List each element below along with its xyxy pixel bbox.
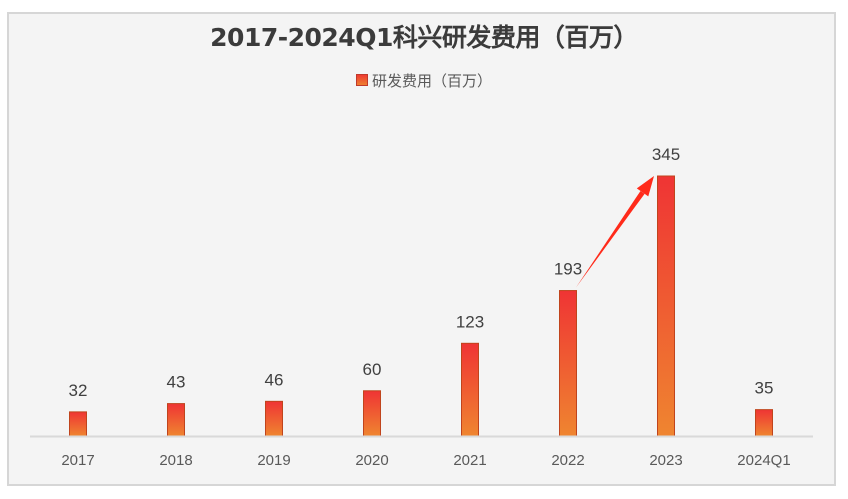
arrow-shaft	[576, 190, 645, 288]
x-tick-label-2020: 2020	[355, 452, 388, 469]
x-tick-label-2023: 2023	[649, 452, 682, 469]
chart-legend: 研发费用（百万）	[0, 70, 848, 91]
arrow-head	[636, 176, 654, 197]
bar-2021	[461, 342, 479, 437]
data-label-2018: 43	[167, 373, 186, 392]
x-tick-label-2022: 2022	[551, 452, 584, 469]
bar-2022	[559, 290, 577, 437]
x-tick-label-2021: 2021	[453, 452, 486, 469]
data-label-2021: 123	[456, 312, 484, 331]
bar-2017	[69, 411, 87, 437]
x-tick-label-2019: 2019	[257, 452, 290, 469]
chart-panel	[7, 12, 836, 486]
bar-2020	[363, 390, 381, 437]
bar-2019	[265, 400, 283, 437]
x-tick-label-2024Q1: 2024Q1	[737, 452, 790, 469]
bar-2024Q1	[755, 409, 773, 437]
data-label-2017: 32	[69, 381, 88, 400]
data-label-2019: 46	[265, 370, 284, 389]
data-label-2022: 193	[554, 260, 582, 279]
bar-2023	[657, 175, 675, 437]
data-label-2023: 345	[652, 145, 680, 164]
data-label-2020: 60	[363, 360, 382, 379]
x-tick-label-2017: 2017	[61, 452, 94, 469]
legend-label: 研发费用（百万）	[371, 72, 492, 90]
chart-title: 2017-2024Q1科兴研发费用（百万）	[210, 23, 638, 52]
bar-2018	[167, 403, 185, 437]
data-label-2024Q1: 35	[755, 379, 774, 398]
x-tick-label-2018: 2018	[159, 452, 192, 469]
legend-swatch	[355, 73, 368, 86]
